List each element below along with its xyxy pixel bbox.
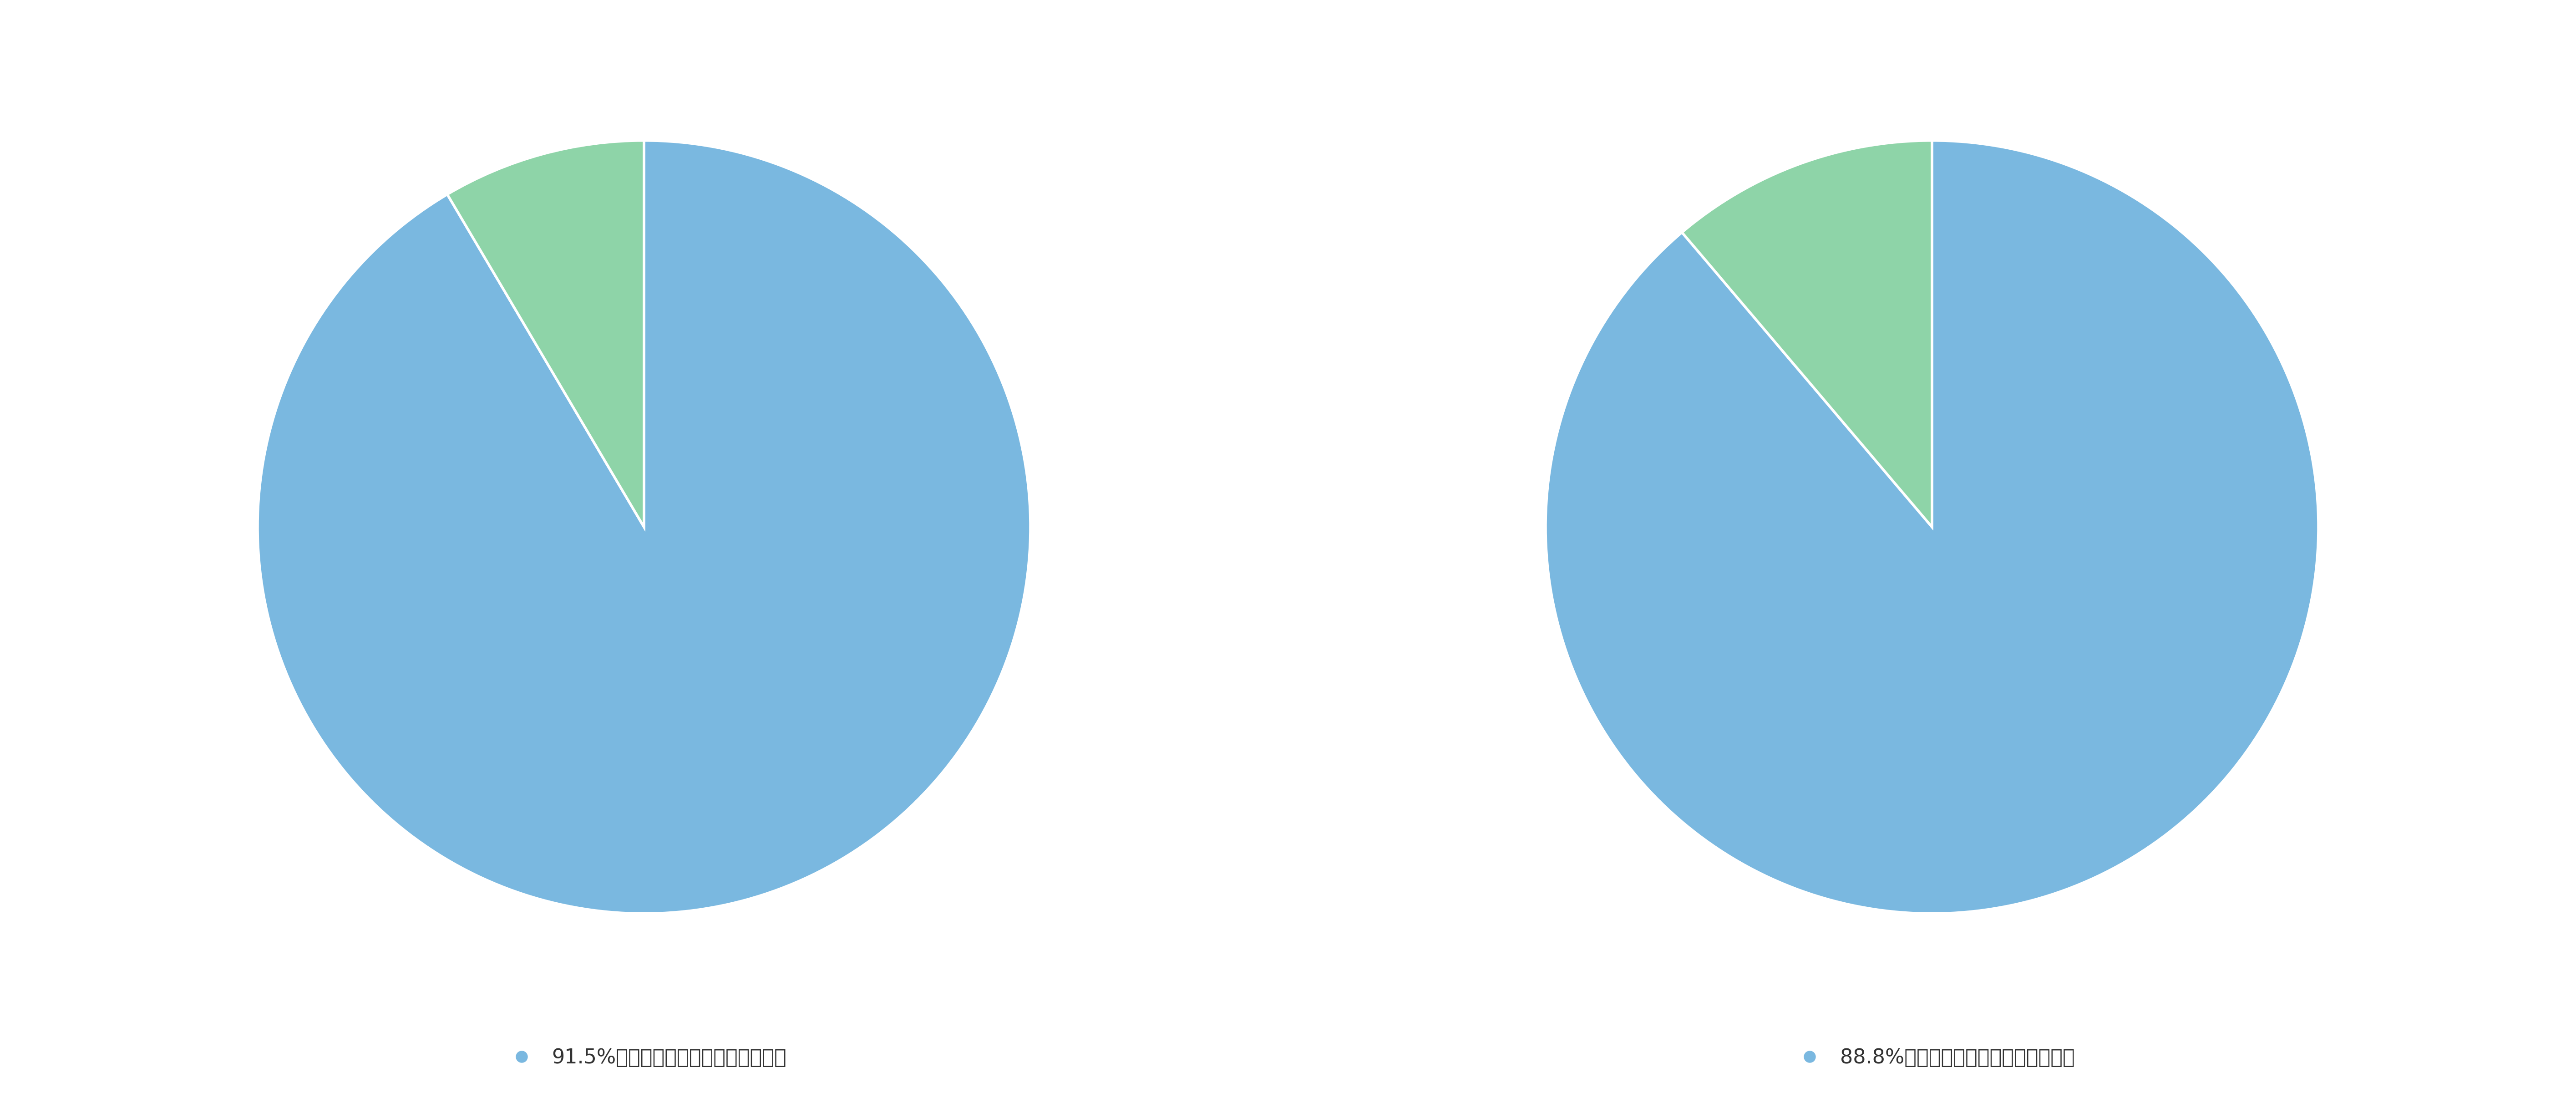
Wedge shape <box>1546 141 2318 914</box>
Wedge shape <box>1682 141 1932 527</box>
Wedge shape <box>258 141 1030 914</box>
Legend: 91.5%的受访者认为中国经济实力强劲: 91.5%的受访者认为中国经济实力强劲 <box>502 1049 786 1067</box>
Wedge shape <box>448 141 644 527</box>
Legend: 88.8%的受访者认为中国科技实力强劲: 88.8%的受访者认为中国科技实力强劲 <box>1790 1049 2074 1067</box>
